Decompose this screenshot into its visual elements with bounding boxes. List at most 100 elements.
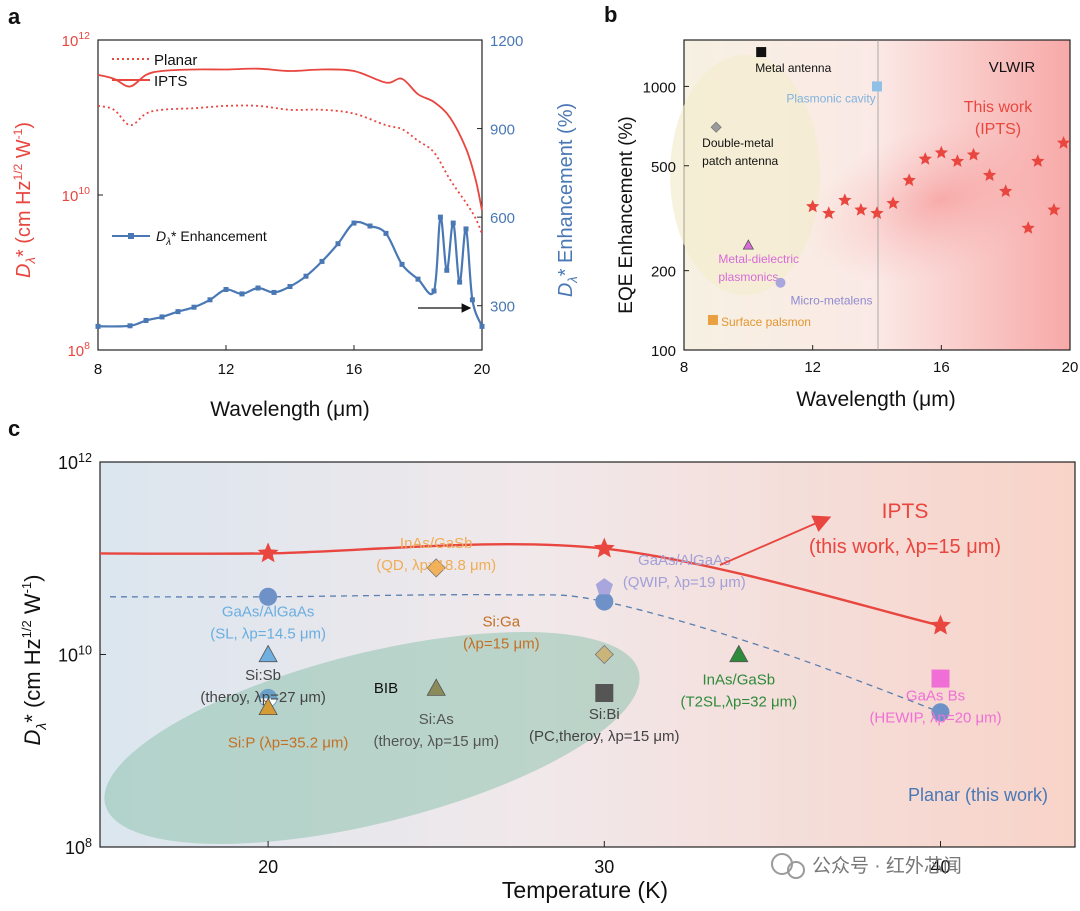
panel-c-ytick-label-0: 108: [65, 836, 92, 858]
series-ipts-line: [97, 67, 483, 211]
ref-label2-9: (HEWIP, λp=20 μm): [869, 710, 1001, 727]
ref-label1-7: Si:Bi: [589, 706, 620, 723]
ref-label-3-0: Metal-dielectric: [718, 252, 799, 266]
ref-label2-4: (theroy, λp=15 μm): [373, 733, 499, 750]
ref-point-6: [258, 697, 278, 716]
enhancement-point-19: [415, 276, 421, 282]
ref-point-2: [258, 644, 278, 663]
ref-label2-8: (T2SL,λp=32 μm): [680, 694, 797, 711]
panel-label-b: b: [604, 2, 617, 27]
panel-a-yltick-label-0: 108: [67, 340, 90, 360]
ref-marker-2: [710, 121, 722, 133]
panel-label-c: c: [8, 416, 20, 441]
ref-marker-4: [775, 277, 786, 288]
ipts-star-8: [934, 145, 948, 159]
panel-c-xtick-label-0: 20: [258, 857, 278, 877]
enhancement-point-10: [271, 289, 277, 295]
enhancement-point-15: [351, 220, 357, 226]
ipts-point-2: [930, 614, 951, 635]
ipts-star-16: [1056, 136, 1071, 149]
ref-point-9: [931, 669, 950, 688]
legend-ipts-label: IPTS: [154, 73, 187, 90]
ref-label-3-1: plasmonics: [718, 270, 778, 284]
ref-label-0-0: Metal antenna: [755, 61, 831, 75]
panel-c-ylabel: Dλ* (cm Hz1/2 W-1): [19, 575, 49, 746]
ref-label1-0: InAs/GaSb: [400, 535, 473, 552]
ref-point-8: [729, 644, 749, 663]
panel-c-ipts-label2: (this work, λp=15 μm): [809, 536, 1001, 558]
panel-a-ylabel-left: Dλ* (cm Hz1/2 W-1): [11, 122, 38, 278]
enhancement-point-6: [207, 297, 213, 303]
ipts-point-0: [257, 542, 279, 563]
panel-b-ytick-label-3: 1000: [643, 79, 676, 96]
enhancement-point-23: [450, 220, 456, 226]
enhancement-point-26: [469, 297, 475, 303]
enhancement-point-12: [303, 273, 309, 279]
panel-a-yltick-label-2: 1012: [62, 30, 91, 50]
panel-b-thiswork-1: This work: [964, 99, 1033, 116]
panel-c-bib-region: [104, 632, 640, 844]
panel-a-xtick-label-0: 8: [94, 361, 102, 378]
ipts-star-11: [982, 168, 997, 181]
ref-label-4-0: Micro-metalens: [791, 294, 873, 308]
ref-label1-9: GaAs Bs: [906, 688, 965, 705]
enhancement-point-2: [143, 317, 149, 323]
legend-enh-marker: [128, 233, 134, 239]
ipts-star-7: [918, 152, 932, 165]
panel-a-xtick-label-3: 20: [474, 361, 491, 378]
enhancement-point-8: [239, 291, 245, 297]
panel-b-region-blob: [670, 55, 820, 295]
enhancement-point-4: [175, 309, 181, 315]
planar-point-1: [595, 592, 614, 611]
ipts-star-13: [1021, 221, 1035, 234]
panel-a: 8 12 16 20 108 1010 1012 300 600 900 1200 Planar I…: [11, 30, 580, 421]
ipts-star-1: [822, 206, 836, 219]
panel-a-yrtick-label-1: 600: [490, 210, 515, 227]
enhancement-point-13: [319, 258, 325, 264]
ref-marker-0: [756, 47, 767, 58]
enhancement-point-22: [444, 267, 450, 273]
watermark-text: 公众号 · 红外芯闻: [812, 855, 962, 877]
enhancement-point-16: [367, 223, 373, 229]
ref-point-1: [595, 578, 613, 595]
ipts-star-0: [806, 199, 820, 213]
enhancement-point-0: [95, 323, 101, 329]
panel-b-ytick-label-2: 500: [651, 159, 676, 176]
panel-a-yltick-label-1: 1010: [62, 185, 91, 205]
enhancement-point-17: [383, 230, 389, 236]
ipts-point-1: [593, 537, 615, 558]
ref-label-2-0: Double-metal: [702, 136, 773, 150]
panel-a-yrtick-label-0: 300: [490, 299, 515, 316]
panel-c-ipts-label1: IPTS: [882, 500, 929, 523]
ipts-star-4: [870, 206, 884, 219]
ipts-star-2: [838, 193, 852, 206]
enhancement-point-21: [437, 214, 443, 220]
panel-c-xlabel: Temperature (K): [502, 877, 668, 903]
ipts-star-15: [1047, 202, 1061, 216]
ipts-line: [99, 542, 941, 627]
ref-label2-0: (QD, λp=18.8 μm): [376, 557, 496, 574]
panel-c-ipts-arrow: [719, 515, 832, 566]
ipts-star-5: [886, 196, 900, 209]
ref-point-0: [426, 558, 446, 578]
panel-b-xtick-label-3: 20: [1062, 359, 1079, 376]
wechat-icon-bubble: [787, 861, 805, 879]
panel-c-bib-label: BIB: [374, 680, 398, 697]
enhancement-point-5: [191, 304, 197, 310]
ref-label1-6: Si:P (λp=35.2 μm): [228, 734, 349, 751]
panel-c-ytick-label-1: 1010: [58, 644, 92, 666]
ipts-star-14: [1031, 154, 1045, 167]
ref-label1-4: Si:As: [419, 711, 454, 728]
ref-label1-5: Si:Ga: [483, 614, 521, 631]
enhancement-point-20: [431, 288, 437, 294]
ipts-star-6: [902, 173, 916, 187]
ref-label-1-0: Plasmonic cavity: [786, 91, 875, 105]
ipts-star-10: [966, 147, 981, 161]
ref-marker-1: [872, 81, 882, 92]
panel-b-xtick-label-1: 12: [804, 359, 821, 376]
ref-label-5-0: Surface palsmon: [721, 315, 811, 329]
ref-label-2-1: patch antenna: [702, 154, 778, 168]
enhancement-point-1: [127, 323, 133, 329]
panel-b-ylabel: EQE Enhancement (%): [616, 116, 637, 313]
